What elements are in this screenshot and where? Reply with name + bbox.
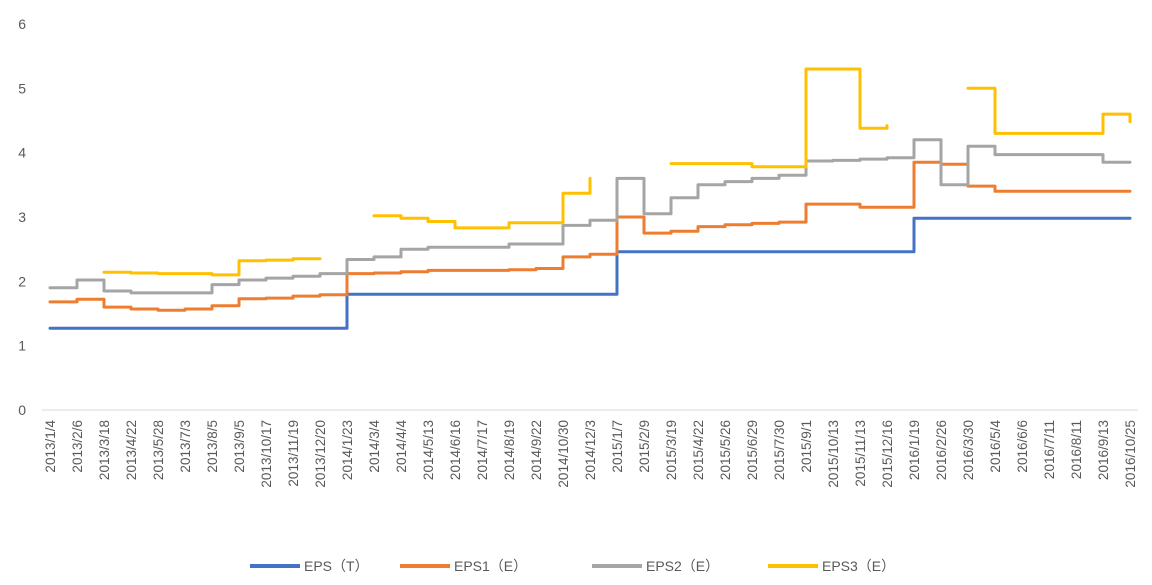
y-tick-label: 5 (18, 80, 26, 96)
x-tick-label: 2015/4/22 (691, 420, 706, 480)
legend-label: EPS（T） (304, 558, 369, 574)
legend-label: EPS2（E） (646, 558, 719, 574)
y-tick-label: 6 (18, 16, 26, 32)
x-tick-label: 2016/6/6 (1015, 420, 1030, 473)
x-tick-label: 2014/7/17 (475, 420, 490, 480)
x-tick-label: 2013/12/20 (313, 420, 328, 488)
x-tick-label: 2016/1/19 (907, 420, 922, 480)
y-tick-label: 0 (18, 402, 26, 418)
x-tick-label: 2013/11/19 (286, 420, 301, 487)
x-tick-label: 2015/9/1 (799, 420, 814, 473)
x-tick-label: 2014/8/19 (502, 420, 517, 480)
series-lines (48, 67, 1132, 330)
legend-label: EPS3（E） (822, 558, 895, 574)
x-tick-label: 2013/10/17 (259, 420, 274, 488)
x-tick-label: 2014/9/22 (529, 420, 544, 480)
x-tick-label: 2014/5/13 (421, 420, 436, 480)
x-tick-label: 2013/7/3 (178, 420, 193, 473)
x-tick-label: 2014/6/16 (448, 420, 463, 480)
x-tick-label: 2013/4/22 (124, 420, 139, 480)
x-tick-label: 2016/10/25 (1123, 420, 1138, 488)
legend: EPS（T） EPS1（E） EPS2（E） EPS3（E） (250, 558, 895, 574)
x-tick-label: 2013/5/28 (151, 420, 166, 480)
x-tick-label: 2014/3/4 (367, 420, 382, 473)
x-tick-label: 2016/3/30 (961, 420, 976, 480)
x-tick-label: 2015/5/26 (718, 420, 733, 480)
x-tick-label: 2013/9/5 (232, 420, 247, 473)
x-tick-label: 2014/12/3 (583, 420, 598, 480)
y-tick-label: 2 (18, 273, 26, 289)
x-tick-label: 2014/4/4 (394, 420, 409, 473)
series-line-4 (102, 67, 1132, 277)
x-tick-label: 2013/8/5 (205, 420, 220, 473)
y-tick-label: 3 (18, 209, 26, 225)
x-tick-label: 2015/3/19 (664, 420, 679, 480)
x-tick-label: 2013/2/6 (70, 420, 85, 473)
x-tick-label: 2016/2/26 (934, 420, 949, 480)
x-tick-label: 2015/6/29 (745, 420, 760, 480)
x-tick-label: 2013/3/18 (97, 420, 112, 480)
x-tick-label: 2014/1/23 (340, 420, 355, 480)
x-tick-label: 2015/1/7 (610, 420, 625, 473)
x-tick-label: 2015/7/30 (772, 420, 787, 480)
y-tick-label: 4 (18, 145, 26, 161)
x-tick-label: 2016/5/4 (988, 420, 1003, 473)
x-tick-label: 2015/2/9 (637, 420, 652, 473)
x-tick-label: 2013/1/4 (43, 420, 58, 473)
x-tick-label: 2014/10/30 (556, 420, 571, 488)
x-tick-label: 2016/8/11 (1069, 420, 1084, 479)
x-tick-label: 2015/12/16 (880, 420, 895, 488)
y-tick-label: 1 (18, 338, 26, 354)
y-axis-tick-labels: 0 1 2 3 4 5 6 (18, 16, 26, 418)
series-line-2 (48, 160, 1132, 312)
x-tick-label: 2015/10/13 (826, 420, 841, 488)
x-tick-label: 2016/9/13 (1096, 420, 1111, 480)
x-tick-label: 2015/11/13 (853, 420, 868, 487)
x-tick-label: 2016/7/11 (1042, 420, 1057, 479)
series-line-3 (48, 138, 1132, 295)
series-line-1 (48, 216, 1132, 330)
legend-label: EPS1（E） (454, 558, 527, 574)
x-axis-tick-labels: 2013/1/4 2013/2/6 2013/3/18 2013/4/22 2013/5… (43, 420, 1138, 488)
